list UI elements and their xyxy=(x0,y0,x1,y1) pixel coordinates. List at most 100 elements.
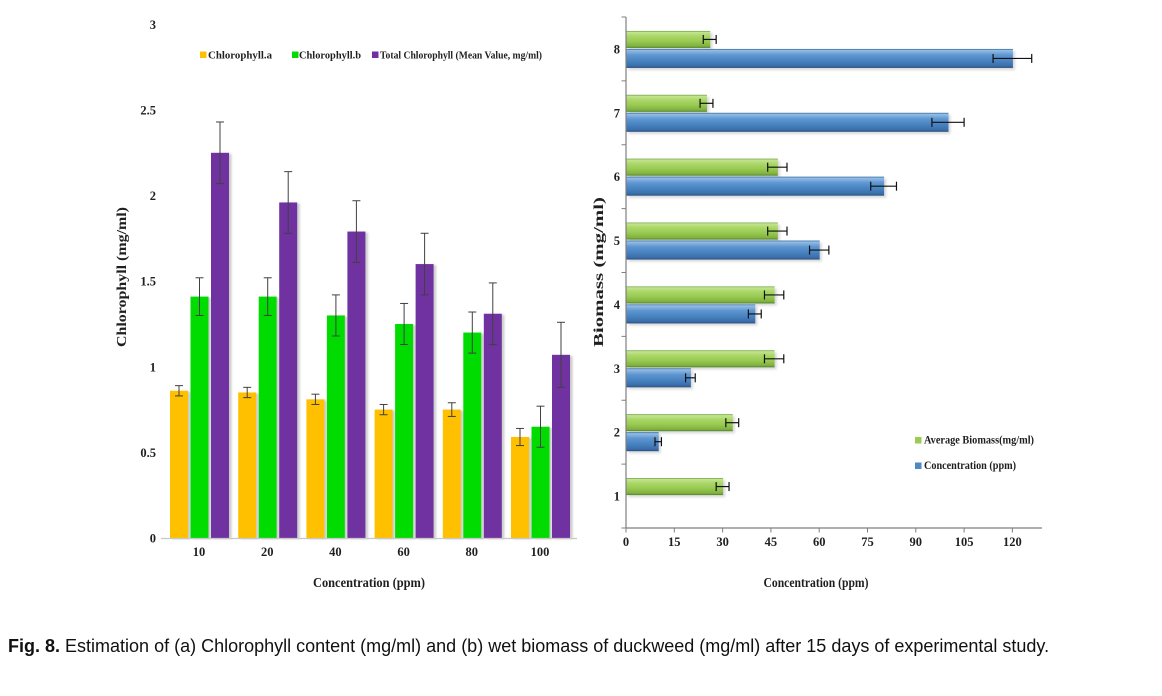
error-bar xyxy=(763,354,785,364)
error-bar xyxy=(311,393,320,405)
bar-average-biomass-6 xyxy=(626,158,778,176)
y-tick-label: 7 xyxy=(614,106,620,120)
x-tick-label: 60 xyxy=(813,535,826,549)
bar-average-biomass-1 xyxy=(626,478,724,496)
y-tick-label: 3 xyxy=(614,362,620,376)
error-bar xyxy=(715,482,730,492)
bar-average-biomass-4 xyxy=(626,286,775,304)
x-tick-label: 75 xyxy=(861,535,874,549)
error-bar xyxy=(684,373,696,383)
bar-concentration-7 xyxy=(626,112,949,132)
bar-average-biomass-5 xyxy=(626,222,778,240)
error-bar xyxy=(379,403,388,416)
y-axis-title: Biomass (mg/ml) xyxy=(591,197,606,347)
series-total-chlorophyll xyxy=(211,152,570,539)
x-axis-title: Concentration (ppm) xyxy=(764,575,869,590)
bar-average-biomass-3 xyxy=(626,350,775,368)
x-tick-label: 60 xyxy=(397,545,410,559)
error-bar xyxy=(331,294,340,337)
error-bar xyxy=(767,226,788,236)
bar-concentration-8 xyxy=(626,48,1013,68)
y-tick-label: 1.5 xyxy=(140,275,156,289)
bar-chlorophyll-a-80 xyxy=(442,409,461,538)
error-bar xyxy=(420,232,429,296)
legend-swatch-concentration xyxy=(915,462,922,469)
x-tick-label: 120 xyxy=(1003,535,1022,549)
x-tick-label: 100 xyxy=(531,545,550,559)
series-concentration xyxy=(626,48,1013,452)
bar-chlorophyll-b-80 xyxy=(463,332,482,538)
error-bar xyxy=(536,405,545,448)
y-tick-label: 0 xyxy=(150,532,156,546)
x-tick-label: 15 xyxy=(668,535,681,549)
error-bar xyxy=(175,385,183,397)
error-bar xyxy=(767,162,788,172)
bar-total-chlorophyll-80 xyxy=(483,313,502,538)
error-bar xyxy=(870,181,898,191)
error-bar xyxy=(654,437,663,447)
legend-label-total-chlorophyll: Total Chlorophyll (Mean Value, mg/ml) xyxy=(380,50,542,62)
error-bar xyxy=(216,121,224,185)
bar-chlorophyll-a-100 xyxy=(511,436,529,538)
bar-chlorophyll-a-20 xyxy=(238,392,257,538)
bar-chlorophyll-a-10 xyxy=(170,390,188,538)
error-bar xyxy=(352,200,361,263)
y-axis-title: Chlorophyll (mg/ml) xyxy=(114,207,129,347)
x-tick-label: 0 xyxy=(623,535,629,549)
error-bar xyxy=(931,117,965,127)
chlorophyll-chart: 0 0.5 1 1.5 2 2.5 3 Chlorophyll (mg/ml) 10 20 40 60… xyxy=(114,18,577,590)
figure-caption-text: Estimation of (a) Chlorophyll content (m… xyxy=(65,636,1050,656)
x-tick-label: 10 xyxy=(193,545,206,559)
bar-total-chlorophyll-20 xyxy=(279,202,298,538)
error-bar xyxy=(702,34,717,44)
legend-swatch-total-chlorophyll xyxy=(372,51,379,58)
error-bar xyxy=(488,282,497,346)
error-bar xyxy=(992,53,1033,63)
y-tick-label: 4 xyxy=(614,298,621,312)
error-bar xyxy=(400,302,409,346)
error-bar xyxy=(263,277,272,316)
y-tick-label: 2 xyxy=(614,426,620,440)
x-axis-title: Concentration (ppm) xyxy=(313,575,425,590)
legend-swatch-chlorophyll-a xyxy=(200,51,207,58)
y-tick-label: 5 xyxy=(614,234,620,248)
error-bar xyxy=(468,311,477,354)
error-bar xyxy=(808,245,830,255)
y-tick-label: 6 xyxy=(614,170,620,184)
figure-caption: Fig. 8. Estimation of (a) Chlorophyll co… xyxy=(8,628,1156,664)
error-bar xyxy=(763,290,785,300)
x-tick-label: 80 xyxy=(466,545,479,559)
y-tick-label: 1 xyxy=(150,360,156,374)
x-tick-label: 105 xyxy=(955,535,974,549)
legend-label-concentration: Concentration (ppm) xyxy=(924,460,1016,472)
bar-total-chlorophyll-100 xyxy=(552,354,570,538)
legend-swatch-chlorophyll-b xyxy=(292,51,299,58)
series-average-biomass xyxy=(626,30,778,496)
bar-average-biomass-8 xyxy=(626,30,711,48)
y-tick-label: 2 xyxy=(150,189,156,203)
error-bar xyxy=(243,386,252,399)
error-bar xyxy=(699,98,714,108)
y-tick-label: 3 xyxy=(150,18,156,32)
error-bar xyxy=(725,418,740,428)
error-bar xyxy=(447,402,456,417)
bar-average-biomass-2 xyxy=(626,414,733,432)
y-tick-label: 2.5 xyxy=(140,104,156,118)
error-bar xyxy=(747,309,762,319)
error-bar xyxy=(557,321,565,388)
x-tick-label: 30 xyxy=(716,535,729,549)
bar-chlorophyll-b-20 xyxy=(258,296,277,538)
bar-total-chlorophyll-40 xyxy=(347,231,366,538)
y-tick-label: 8 xyxy=(614,42,620,56)
legend-label-average-biomass: Average Biomass(mg/ml) xyxy=(924,435,1034,447)
bar-concentration-6 xyxy=(626,176,885,196)
error-bar xyxy=(195,277,204,316)
legend-swatch-average-biomass xyxy=(915,437,922,444)
series-chlorophyll-b xyxy=(190,296,550,538)
bar-average-biomass-7 xyxy=(626,94,707,112)
x-tick-label: 40 xyxy=(329,545,342,559)
bar-chlorophyll-b-40 xyxy=(326,315,345,538)
y-tick-label: 1 xyxy=(614,490,620,504)
error-bar xyxy=(516,427,524,447)
